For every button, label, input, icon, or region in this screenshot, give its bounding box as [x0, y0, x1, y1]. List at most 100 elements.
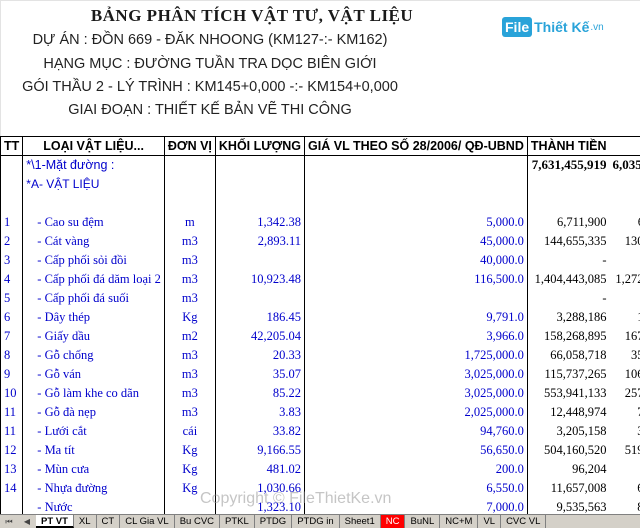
- row-material: - Cát vàng: [22, 231, 165, 251]
- section-materials-row[interactable]: *A- VẬT LIỆU: [0, 174, 640, 194]
- sheet-tab[interactable]: VL: [478, 515, 502, 528]
- row-price: 9,791.0: [304, 307, 528, 327]
- row-amount-2: 3,205,158: [610, 422, 640, 441]
- table-row[interactable]: 9- Gỗ ván m3 35.07 3,025,000.0 115,737,265 10…: [0, 364, 640, 384]
- row-price: 6,550.0: [304, 478, 528, 498]
- row-amount-2: 8,535,563: [610, 498, 640, 515]
- road-total-1: 7,631,455,919: [531, 157, 607, 173]
- table-row[interactable]: - Nước 1,323.107,000.0 9,535,5638,535,563: [0, 497, 640, 515]
- row-unit: m3: [164, 364, 216, 384]
- table-row[interactable]: 4- Cấp phối đá dăm loại 2 m3 10,923.48 116,…: [0, 269, 640, 289]
- row-amount-2: 106,092,493: [624, 366, 640, 381]
- sheet-tab-bar: ⏮ ◀ PT VT XL CT CL Gia VL Bu CVC PTKL PTDG PTDG…: [0, 514, 640, 528]
- table-row[interactable]: 2- Cát vàng m3 2,893.11 45,000.0 144,655,335…: [0, 231, 640, 251]
- row-quantity: 1,342.38: [215, 212, 306, 232]
- row-amount-1: -: [602, 252, 607, 267]
- copyright-watermark: Copyright © FileThietKe.vn: [200, 490, 392, 507]
- table-row[interactable]: 7- Giấy dầu m2 42,205.04 3,966.0 158,268,895…: [0, 326, 640, 346]
- row-quantity: 481.02: [215, 459, 306, 479]
- sheet-tab[interactable]: Bu CVC: [174, 515, 221, 528]
- row-amount-1: 553,941,133: [544, 385, 607, 400]
- sheet-tab[interactable]: XL: [73, 515, 97, 528]
- row-amount-1: 3,288,186: [556, 309, 607, 324]
- sheet-tab[interactable]: NC+M: [440, 515, 479, 528]
- row-tt: [0, 497, 24, 514]
- sheet-tab[interactable]: CVC VL: [501, 515, 547, 528]
- row-amount-1: 504,160,520: [544, 442, 607, 457]
- row-material: - Cấp phối sỏi đồi: [22, 250, 165, 270]
- row-quantity: 1,030.66: [215, 478, 306, 498]
- row-tt: 8: [0, 345, 24, 365]
- row-amount-2: 6,750,980: [610, 479, 640, 498]
- sheet-tab[interactable]: PTDG in: [292, 515, 340, 528]
- row-amount-2: 1,272,585,726: [615, 271, 640, 286]
- row-material: - Gỗ chống: [22, 345, 165, 365]
- site-logo: File Thiết Kế .vn: [502, 14, 604, 40]
- row-material: - Ma tít: [22, 440, 165, 460]
- logo-box: File: [502, 17, 533, 37]
- row-tt: 7: [0, 326, 24, 346]
- row-tt: 6: [0, 307, 24, 327]
- table-row[interactable]: 14- Nhựa đường Kg 1,030.66 6,550.0 11,657,00…: [0, 478, 640, 498]
- row-price: 45,000.0: [304, 231, 528, 251]
- row-material: - Cao su đệm: [22, 212, 165, 232]
- sheet-tab[interactable]: BuNL: [405, 515, 441, 528]
- row-tt: 9: [0, 364, 24, 384]
- row-quantity: 3.83: [215, 402, 306, 422]
- row-unit: m3: [164, 250, 216, 270]
- sheet-tab[interactable]: PT VT: [36, 515, 74, 528]
- sheet-tab[interactable]: PTDG: [254, 515, 293, 528]
- tab-scroll-first-icon[interactable]: ⏮: [5, 516, 13, 526]
- row-material: - Gỗ đà nẹp: [22, 402, 165, 422]
- row-quantity: 10,923.48: [215, 269, 306, 289]
- table-row[interactable]: 10- Gỗ làm khe co dãn m3 85.22 3,025,000.0 5…: [0, 383, 640, 403]
- row-material: - Giấy dầu: [22, 326, 165, 346]
- sheet-tab[interactable]: NC: [380, 515, 406, 528]
- col-amount-2: [609, 136, 640, 156]
- table-row[interactable]: 12- Ma tít Kg 9,166.55 56,650.0 504,160,520 5…: [0, 440, 640, 460]
- row-tt: 10: [0, 383, 24, 403]
- row-unit: m3: [164, 231, 216, 251]
- section-road-row[interactable]: *\1-Mặt đường : 7,631,455,919 6,035,439,…: [0, 155, 640, 175]
- row-price: 56,650.0: [304, 440, 528, 460]
- tab-scroll-prev-icon[interactable]: ◀: [23, 517, 31, 526]
- table-row[interactable]: 11- Gỗ đà nẹp m3 3.83 2,025,000.0 12,448,974…: [0, 402, 640, 422]
- materials-table: TT LOẠI VẬT LIỆU... ĐƠN VỊ KHỐI LƯỢNG GI…: [0, 136, 640, 514]
- row-price: 94,760.0: [304, 421, 528, 441]
- row-material: - Nhựa đường: [22, 478, 165, 498]
- row-quantity: 35.07: [215, 364, 306, 384]
- spacer-row: [0, 193, 640, 213]
- row-unit: Kg: [164, 459, 216, 479]
- sheet-tab[interactable]: CT: [96, 515, 121, 528]
- row-unit: Kg: [164, 307, 216, 327]
- sheet-tab[interactable]: Sheet1: [339, 515, 381, 528]
- row-unit: cái: [164, 421, 216, 441]
- table-header: TT LOẠI VẬT LIỆU... ĐƠN VỊ KHỐI LƯỢNG GI…: [0, 136, 640, 156]
- row-unit: m3: [164, 269, 216, 289]
- row-tt: 13: [0, 459, 24, 479]
- row-price: [304, 288, 528, 308]
- row-amount-1: 158,268,895: [544, 328, 607, 343]
- row-unit: m3: [164, 345, 216, 365]
- row-quantity: 186.45: [215, 307, 306, 327]
- row-amount-2: 257,795,681: [624, 385, 640, 400]
- col-tt: TT: [0, 136, 24, 156]
- phase-line: GIAI ĐOẠN : THIẾT KẾ BẢN VẼ THI CÔNG: [68, 102, 352, 118]
- row-amount-1: 6,711,900: [557, 214, 607, 229]
- spreadsheet[interactable]: BẢNG PHÂN TÍCH VẬT TƯ, VẬT LIỆU DỰ ÁN : …: [0, 0, 640, 514]
- row-price: 3,025,000.0: [304, 383, 528, 403]
- sheet-tab[interactable]: CL Gia VL: [120, 515, 175, 528]
- logo-text: Thiết Kế: [534, 19, 590, 35]
- row-material: - Gỗ làm khe co dãn: [22, 383, 165, 403]
- row-amount-1: 1,404,443,085: [534, 271, 607, 286]
- sheet-tab[interactable]: PTKL: [220, 515, 255, 528]
- row-tt: 3: [0, 250, 24, 270]
- table-row[interactable]: 8- Gỗ chống m3 20.33 1,725,000.0 66,058,718 3…: [0, 345, 640, 365]
- row-amount-1: -: [602, 290, 607, 305]
